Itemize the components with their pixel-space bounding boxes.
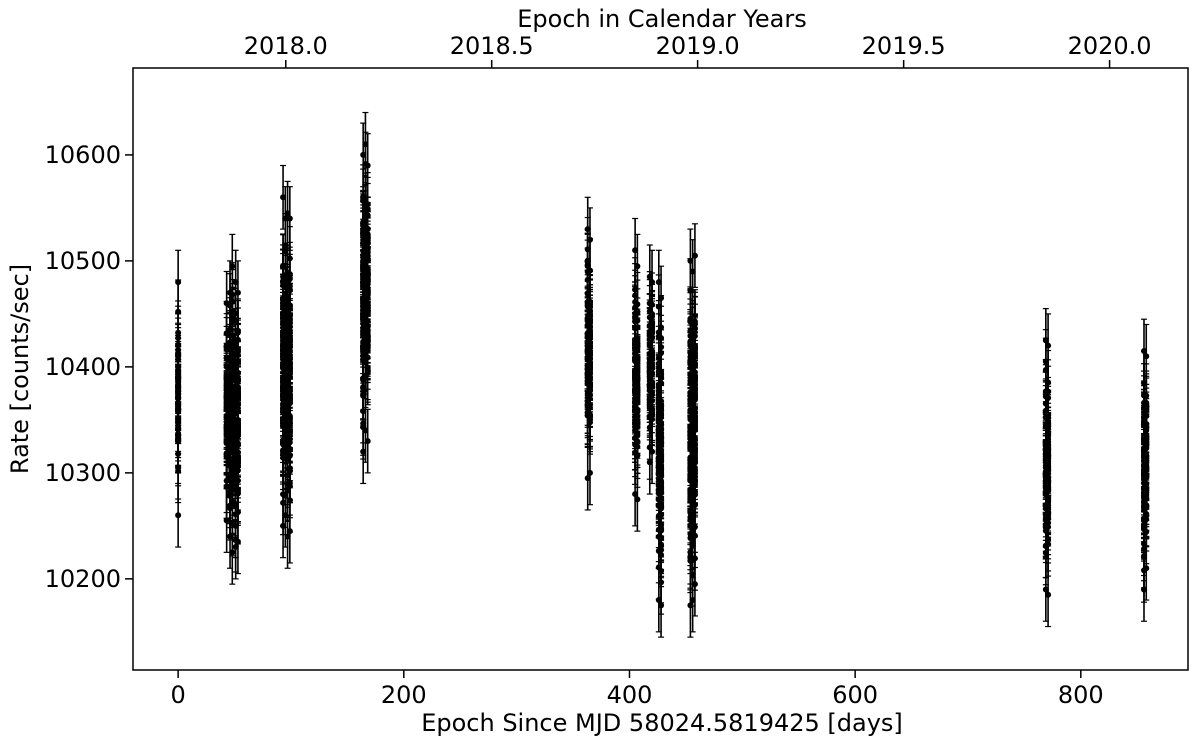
data-point	[286, 215, 293, 222]
observation-group	[649, 249, 656, 485]
data-point	[634, 496, 641, 503]
data-point	[634, 340, 641, 347]
data-point	[634, 413, 641, 420]
data-point	[634, 263, 641, 270]
data-point	[586, 303, 593, 310]
data-point	[175, 433, 182, 440]
data-point	[649, 334, 656, 341]
data-point	[586, 469, 593, 476]
observation-group	[175, 249, 182, 548]
observation-group	[364, 133, 371, 474]
data-point	[234, 348, 241, 355]
data-point	[364, 162, 371, 169]
data-point	[234, 490, 241, 497]
data-point	[634, 301, 641, 308]
data-point	[286, 368, 293, 375]
data-point	[364, 226, 371, 233]
data-point	[286, 412, 293, 419]
data-point	[649, 410, 656, 417]
data-point	[586, 350, 593, 357]
data-points-layer	[175, 111, 1150, 638]
data-point	[234, 289, 241, 296]
data-point	[175, 308, 182, 315]
observation-group	[634, 233, 641, 532]
data-point	[286, 480, 293, 487]
observation-group	[223, 270, 230, 553]
data-point	[364, 275, 371, 282]
observation-group	[586, 207, 593, 506]
data-point	[229, 298, 236, 305]
data-point	[586, 419, 593, 426]
data-point	[234, 452, 241, 459]
data-point	[175, 395, 182, 402]
data-point	[364, 339, 371, 346]
data-point	[649, 448, 656, 455]
observation-group	[229, 233, 236, 585]
data-point	[364, 438, 371, 445]
data-point	[175, 353, 182, 360]
data-point	[175, 512, 182, 519]
observation-group	[286, 186, 293, 564]
observation-group	[234, 260, 241, 575]
data-point	[234, 392, 241, 399]
